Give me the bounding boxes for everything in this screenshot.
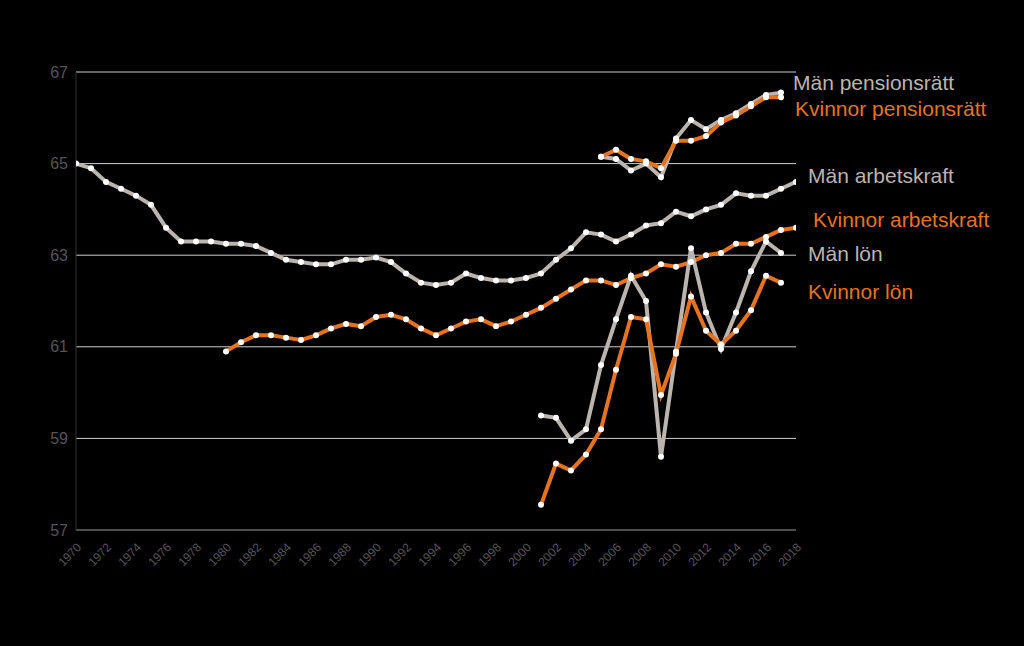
svg-text:1984: 1984 [265, 540, 294, 569]
svg-text:1986: 1986 [295, 540, 324, 569]
svg-text:2010: 2010 [655, 540, 684, 569]
svg-text:1988: 1988 [325, 540, 354, 569]
svg-text:67: 67 [50, 64, 68, 81]
svg-text:1990: 1990 [355, 540, 384, 569]
svg-text:Kvinnor lön: Kvinnor lön [808, 280, 913, 303]
svg-text:63: 63 [50, 247, 68, 264]
svg-text:Män arbetskraft: Män arbetskraft [808, 164, 954, 187]
svg-text:2018: 2018 [775, 540, 804, 569]
svg-text:2016: 2016 [745, 540, 774, 569]
svg-text:1992: 1992 [385, 540, 414, 569]
svg-text:1970: 1970 [55, 540, 84, 569]
svg-text:2002: 2002 [535, 540, 564, 569]
svg-text:Män pensionsrätt: Män pensionsrätt [793, 71, 954, 94]
svg-text:2006: 2006 [595, 540, 624, 569]
svg-text:1976: 1976 [145, 540, 174, 569]
svg-text:Män lön: Män lön [808, 242, 883, 265]
svg-text:65: 65 [50, 155, 68, 172]
svg-text:2008: 2008 [625, 540, 654, 569]
svg-text:1996: 1996 [445, 540, 474, 569]
svg-text:2000: 2000 [505, 540, 534, 569]
svg-text:1994: 1994 [415, 540, 444, 569]
svg-text:57: 57 [50, 522, 68, 539]
svg-text:Kvinnor arbetskraft: Kvinnor arbetskraft [813, 208, 989, 231]
svg-text:1972: 1972 [85, 540, 114, 569]
svg-text:2014: 2014 [715, 540, 744, 569]
svg-text:1982: 1982 [235, 540, 264, 569]
svg-text:1998: 1998 [475, 540, 504, 569]
svg-text:59: 59 [50, 430, 68, 447]
svg-text:2012: 2012 [685, 540, 714, 569]
svg-text:1980: 1980 [205, 540, 234, 569]
svg-text:1974: 1974 [115, 540, 144, 569]
svg-text:Kvinnor pensionsrätt: Kvinnor pensionsrätt [795, 97, 987, 120]
svg-text:2004: 2004 [565, 540, 594, 569]
svg-text:61: 61 [50, 338, 68, 355]
svg-text:1978: 1978 [175, 540, 204, 569]
